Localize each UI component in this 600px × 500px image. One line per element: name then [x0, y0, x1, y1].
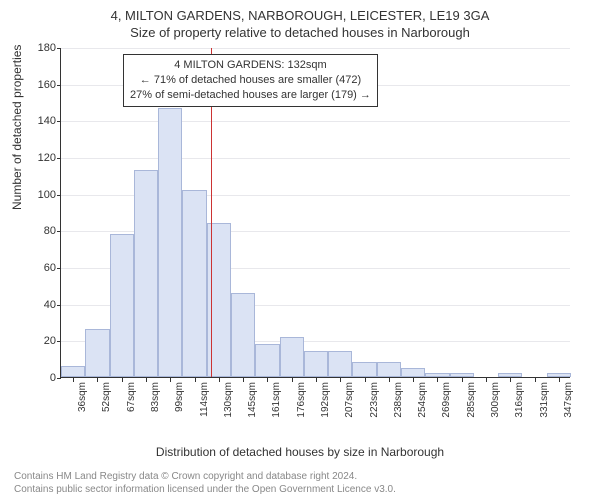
xtick-mark [340, 378, 341, 382]
ytick-mark [57, 48, 61, 49]
xtick-mark [195, 378, 196, 382]
xtick-label: 83sqm [150, 382, 161, 412]
annotation-box: 4 MILTON GARDENS: 132sqm ← 71% of detach… [123, 54, 378, 107]
annotation-line1: 4 MILTON GARDENS: 132sqm [130, 58, 371, 73]
plot-area: 02040608010012014016018036sqm52sqm67sqm8… [60, 48, 570, 378]
xtick-mark [510, 378, 511, 382]
histogram-bar [328, 351, 352, 377]
xtick-mark [97, 378, 98, 382]
histogram-bar [304, 351, 328, 377]
xtick-label: 36sqm [77, 382, 88, 412]
xtick-mark [170, 378, 171, 382]
xtick-label: 114sqm [199, 382, 210, 417]
histogram-bar [182, 190, 206, 377]
xtick-mark [73, 378, 74, 382]
xtick-mark [535, 378, 536, 382]
xtick-label: 161sqm [271, 382, 282, 418]
ytick-label: 40 [26, 299, 56, 311]
ytick-label: 160 [26, 79, 56, 91]
histogram-bar [110, 234, 134, 377]
xtick-mark [267, 378, 268, 382]
xtick-mark [316, 378, 317, 382]
xtick-label: 176sqm [296, 382, 307, 418]
xtick-label: 52sqm [101, 382, 112, 412]
xtick-label: 300sqm [490, 382, 501, 418]
histogram-bar [158, 108, 182, 378]
gridline [61, 121, 570, 122]
xtick-mark [389, 378, 390, 382]
ytick-label: 80 [26, 225, 56, 237]
ytick-mark [57, 231, 61, 232]
xtick-label: 269sqm [441, 382, 452, 418]
footer-line1: Contains HM Land Registry data © Crown c… [14, 471, 396, 484]
page-title: 4, MILTON GARDENS, NARBOROUGH, LEICESTER… [0, 8, 600, 23]
xtick-mark [559, 378, 560, 382]
ytick-mark [57, 158, 61, 159]
xtick-label: 223sqm [369, 382, 380, 418]
xtick-mark [292, 378, 293, 382]
ytick-label: 100 [26, 189, 56, 201]
xtick-mark [365, 378, 366, 382]
ytick-label: 120 [26, 152, 56, 164]
xtick-label: 238sqm [393, 382, 404, 418]
histogram-bar [280, 337, 304, 377]
xtick-label: 192sqm [320, 382, 331, 418]
y-axis-label: Number of detached properties [10, 45, 24, 210]
ytick-label: 180 [26, 42, 56, 54]
ytick-mark [57, 305, 61, 306]
page-subtitle: Size of property relative to detached ho… [0, 25, 600, 40]
x-axis-label: Distribution of detached houses by size … [0, 445, 600, 459]
footer: Contains HM Land Registry data © Crown c… [14, 471, 396, 496]
xtick-label: 145sqm [247, 382, 258, 418]
histogram-bar [377, 362, 401, 377]
xtick-label: 347sqm [563, 382, 574, 418]
histogram-bar [498, 373, 522, 377]
ytick-mark [57, 378, 61, 379]
histogram-bar [61, 366, 85, 377]
xtick-label: 207sqm [344, 382, 355, 418]
ytick-label: 140 [26, 115, 56, 127]
xtick-label: 130sqm [223, 382, 234, 418]
xtick-label: 254sqm [417, 382, 428, 418]
histogram-bar [134, 170, 158, 377]
ytick-mark [57, 85, 61, 86]
histogram-chart: 02040608010012014016018036sqm52sqm67sqm8… [60, 48, 570, 408]
xtick-mark [219, 378, 220, 382]
ytick-mark [57, 341, 61, 342]
ytick-mark [57, 268, 61, 269]
header: 4, MILTON GARDENS, NARBOROUGH, LEICESTER… [0, 0, 600, 40]
xtick-mark [146, 378, 147, 382]
xtick-mark [243, 378, 244, 382]
histogram-bar [255, 344, 279, 377]
histogram-bar [425, 373, 449, 377]
annotation-line3: 27% of semi-detached houses are larger (… [130, 88, 371, 103]
ytick-mark [57, 121, 61, 122]
histogram-bar [547, 373, 571, 377]
histogram-bar [450, 373, 474, 377]
xtick-label: 99sqm [174, 382, 185, 412]
histogram-bar [231, 293, 255, 377]
ytick-label: 20 [26, 335, 56, 347]
histogram-bar [85, 329, 109, 377]
histogram-bar [352, 362, 376, 377]
annotation-line2: ← 71% of detached houses are smaller (47… [130, 73, 371, 88]
xtick-mark [437, 378, 438, 382]
xtick-mark [413, 378, 414, 382]
ytick-label: 60 [26, 262, 56, 274]
xtick-mark [486, 378, 487, 382]
xtick-label: 331sqm [539, 382, 550, 418]
histogram-bar [401, 368, 425, 377]
footer-line2: Contains public sector information licen… [14, 484, 396, 497]
xtick-mark [122, 378, 123, 382]
ytick-label: 0 [26, 372, 56, 384]
xtick-label: 316sqm [514, 382, 525, 418]
xtick-label: 285sqm [466, 382, 477, 418]
xtick-label: 67sqm [126, 382, 137, 412]
gridline [61, 48, 570, 49]
ytick-mark [57, 195, 61, 196]
gridline [61, 158, 570, 159]
xtick-mark [462, 378, 463, 382]
